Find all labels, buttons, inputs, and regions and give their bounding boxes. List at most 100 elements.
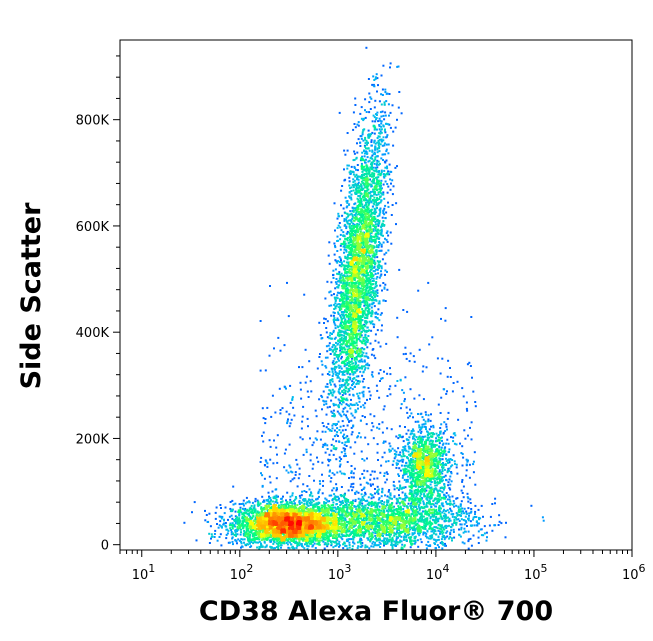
event-dot: [362, 273, 365, 276]
event-dot: [382, 299, 385, 302]
event-dot: [424, 425, 426, 428]
event-dot: [264, 546, 267, 549]
event-dot: [361, 544, 364, 547]
event-dot: [399, 407, 402, 410]
event-dot: [407, 450, 410, 453]
event-dot: [339, 535, 342, 538]
event-dot: [434, 444, 436, 446]
event-dot: [368, 101, 371, 104]
event-dot: [370, 97, 373, 100]
event-dot: [362, 351, 365, 354]
event-dot: [377, 221, 380, 224]
event-dot: [470, 421, 473, 424]
event-dot: [230, 514, 233, 517]
event-dot: [464, 515, 467, 518]
event-dot: [442, 531, 445, 534]
event-dot: [349, 502, 352, 504]
event-dot: [298, 473, 301, 476]
event-dot: [336, 471, 339, 474]
event-dot: [376, 77, 379, 80]
event-dot: [298, 544, 301, 547]
event-dot: [425, 366, 428, 369]
event-dot: [447, 411, 450, 414]
event-dot: [378, 132, 381, 135]
event-dot: [383, 160, 386, 163]
event-dot: [363, 360, 366, 363]
event-dot: [394, 544, 397, 547]
event-dot: [386, 537, 389, 540]
event-dot: [347, 317, 350, 320]
event-dot: [326, 350, 329, 353]
event-dot: [379, 143, 382, 146]
event-dot: [231, 536, 234, 539]
event-dot: [377, 246, 380, 249]
event-dot: [352, 173, 355, 176]
event-dot: [276, 434, 279, 437]
event-dot: [409, 528, 412, 531]
event-dot: [360, 498, 363, 501]
event-dot: [454, 434, 457, 437]
event-dot: [479, 517, 482, 520]
event-dot: [362, 274, 365, 277]
event-dot: [473, 451, 476, 454]
event-dot: [316, 505, 319, 508]
event-dot: [413, 536, 416, 539]
event-dot: [425, 503, 428, 506]
event-dot: [385, 159, 388, 162]
event-dot: [396, 522, 399, 525]
event-dot: [470, 316, 473, 318]
event-dot: [385, 342, 388, 345]
event-dot: [315, 415, 318, 418]
event-dot: [371, 190, 374, 193]
event-dot: [445, 517, 448, 520]
event-dot: [373, 305, 376, 308]
event-dot: [374, 229, 377, 232]
event-dot: [377, 308, 380, 311]
event-dot: [349, 407, 352, 410]
event-dot: [397, 536, 399, 539]
event-dot: [208, 542, 211, 544]
event-dot: [305, 448, 308, 451]
event-dot: [363, 150, 365, 153]
event-dot: [316, 367, 319, 370]
event-dot: [458, 513, 461, 516]
event-dot: [362, 533, 365, 536]
event-dot: [246, 501, 249, 504]
event-dot: [344, 389, 347, 392]
event-dot: [374, 295, 377, 298]
event-dot: [344, 501, 347, 504]
event-dot: [378, 249, 381, 252]
event-dot: [386, 395, 389, 397]
event-dot: [335, 341, 337, 344]
event-dot: [334, 396, 337, 399]
event-dot: [336, 217, 339, 220]
event-dot: [360, 499, 363, 502]
event-dot: [324, 385, 327, 388]
event-dot: [355, 410, 358, 413]
event-dot: [426, 505, 429, 508]
event-dot: [213, 536, 216, 538]
event-dot: [378, 497, 381, 500]
event-dot: [422, 507, 424, 510]
event-dot: [405, 516, 407, 519]
event-dot: [234, 531, 237, 534]
event-dot: [399, 378, 402, 381]
event-dot: [312, 500, 315, 503]
event-dot: [298, 494, 301, 497]
event-dot: [389, 393, 392, 396]
event-dot: [402, 508, 405, 510]
event-dot: [384, 114, 387, 117]
event-dot: [321, 422, 324, 424]
event-dot: [419, 413, 422, 416]
event-dot: [459, 535, 462, 538]
event-dot: [393, 453, 396, 455]
event-dot: [414, 438, 417, 441]
event-dot: [244, 543, 247, 546]
event-dot: [406, 465, 409, 468]
event-dot: [434, 521, 437, 524]
event-dot: [374, 282, 377, 285]
event-dot: [396, 380, 399, 382]
event-dot: [452, 440, 455, 443]
event-dot: [337, 312, 340, 315]
event-dot: [300, 501, 303, 504]
